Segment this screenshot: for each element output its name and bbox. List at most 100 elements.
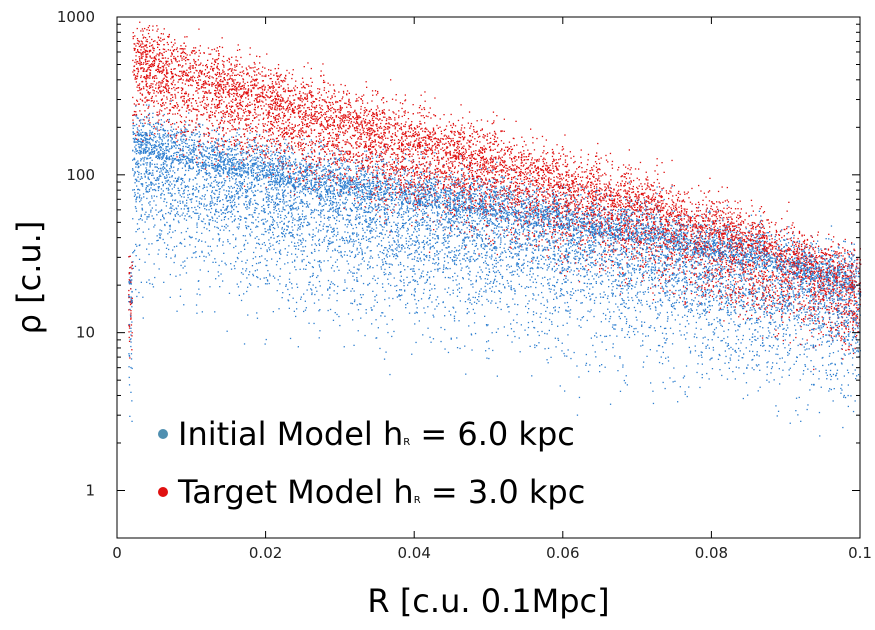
scatter-point bbox=[770, 296, 773, 299]
scatter-point bbox=[156, 140, 158, 142]
scatter-point bbox=[297, 346, 299, 348]
scatter-point bbox=[171, 145, 173, 147]
scatter-point bbox=[707, 339, 709, 341]
scatter-point bbox=[573, 220, 575, 222]
scatter-point bbox=[318, 280, 321, 283]
scatter-point bbox=[442, 227, 444, 229]
scatter-point bbox=[822, 336, 824, 338]
scatter-point bbox=[278, 208, 280, 210]
scatter-point bbox=[157, 253, 159, 255]
scatter-point bbox=[534, 278, 536, 280]
scatter-point bbox=[482, 247, 484, 249]
scatter-point bbox=[475, 291, 477, 294]
scatter-point bbox=[399, 295, 402, 297]
scatter-point bbox=[733, 231, 735, 234]
scatter-point bbox=[268, 197, 270, 200]
scatter-point bbox=[652, 214, 654, 216]
scatter-point bbox=[409, 281, 411, 283]
scatter-point bbox=[385, 273, 387, 275]
scatter-point bbox=[336, 300, 338, 302]
scatter-point bbox=[546, 213, 548, 215]
scatter-point bbox=[148, 202, 150, 204]
scatter-point bbox=[462, 182, 464, 184]
scatter-point bbox=[816, 314, 818, 316]
scatter-point bbox=[327, 225, 329, 228]
scatter-point bbox=[513, 330, 515, 333]
scatter-point bbox=[236, 143, 238, 145]
scatter-point bbox=[232, 199, 234, 202]
scatter-point bbox=[807, 324, 809, 326]
scatter-point bbox=[654, 301, 657, 303]
scatter-point bbox=[818, 316, 820, 318]
scatter-point bbox=[299, 162, 301, 164]
scatter-point bbox=[406, 195, 408, 198]
scatter-point bbox=[589, 231, 591, 233]
scatter-point bbox=[230, 268, 233, 270]
scatter-point bbox=[545, 317, 547, 319]
scatter-point bbox=[756, 262, 758, 264]
scatter-point bbox=[418, 222, 420, 224]
scatter-point bbox=[846, 316, 848, 318]
scatter-point bbox=[375, 230, 377, 232]
scatter-point bbox=[174, 199, 176, 202]
scatter-point bbox=[228, 211, 230, 213]
scatter-point bbox=[414, 221, 416, 224]
scatter-point bbox=[676, 283, 678, 285]
scatter-point bbox=[641, 321, 643, 323]
scatter-point bbox=[699, 286, 701, 288]
scatter-point bbox=[467, 273, 469, 275]
scatter-point bbox=[331, 231, 333, 233]
scatter-point bbox=[551, 321, 553, 323]
scatter-point bbox=[274, 205, 277, 207]
scatter-point bbox=[693, 336, 695, 338]
scatter-point bbox=[793, 286, 795, 288]
scatter-point bbox=[274, 172, 276, 174]
scatter-point bbox=[648, 269, 650, 272]
scatter-point bbox=[495, 247, 497, 249]
scatter-point bbox=[245, 200, 247, 203]
scatter-point bbox=[656, 186, 658, 188]
scatter-point bbox=[737, 329, 739, 331]
scatter-point bbox=[310, 288, 312, 290]
scatter-point bbox=[672, 381, 674, 383]
scatter-point bbox=[786, 271, 789, 273]
scatter-point bbox=[487, 324, 489, 326]
scatter-point bbox=[826, 374, 828, 376]
scatter-point bbox=[776, 348, 778, 350]
scatter-point bbox=[243, 170, 245, 173]
scatter-point bbox=[223, 229, 225, 231]
scatter-point bbox=[356, 195, 358, 197]
scatter-point bbox=[192, 252, 195, 254]
scatter-point bbox=[444, 253, 446, 255]
scatter-point bbox=[355, 188, 357, 190]
scatter-point bbox=[423, 221, 425, 223]
scatter-point bbox=[816, 263, 818, 265]
scatter-point bbox=[546, 299, 548, 301]
scatter-point bbox=[653, 285, 656, 287]
scatter-point bbox=[149, 166, 151, 168]
scatter-point bbox=[189, 244, 191, 246]
scatter-point bbox=[702, 342, 704, 344]
scatter-point bbox=[737, 359, 740, 361]
scatter-point bbox=[177, 132, 179, 134]
scatter-point bbox=[814, 275, 816, 277]
scatter-point bbox=[677, 217, 679, 219]
scatter-point bbox=[486, 357, 488, 359]
scatter-point bbox=[353, 176, 355, 178]
scatter-point bbox=[648, 233, 650, 236]
scatter-point bbox=[218, 193, 220, 195]
scatter-point bbox=[509, 239, 512, 242]
scatter-point bbox=[225, 264, 227, 266]
scatter-point bbox=[370, 229, 372, 231]
scatter-point bbox=[605, 235, 607, 237]
scatter-point bbox=[515, 236, 518, 238]
scatter-point bbox=[802, 373, 804, 375]
scatter-point bbox=[395, 253, 397, 255]
scatter-point bbox=[811, 286, 813, 288]
scatter-point bbox=[519, 223, 522, 225]
scatter-point bbox=[622, 248, 625, 250]
scatter-point bbox=[562, 324, 564, 326]
scatter-point bbox=[333, 284, 336, 286]
scatter-point bbox=[177, 158, 180, 161]
scatter-point bbox=[258, 238, 260, 241]
